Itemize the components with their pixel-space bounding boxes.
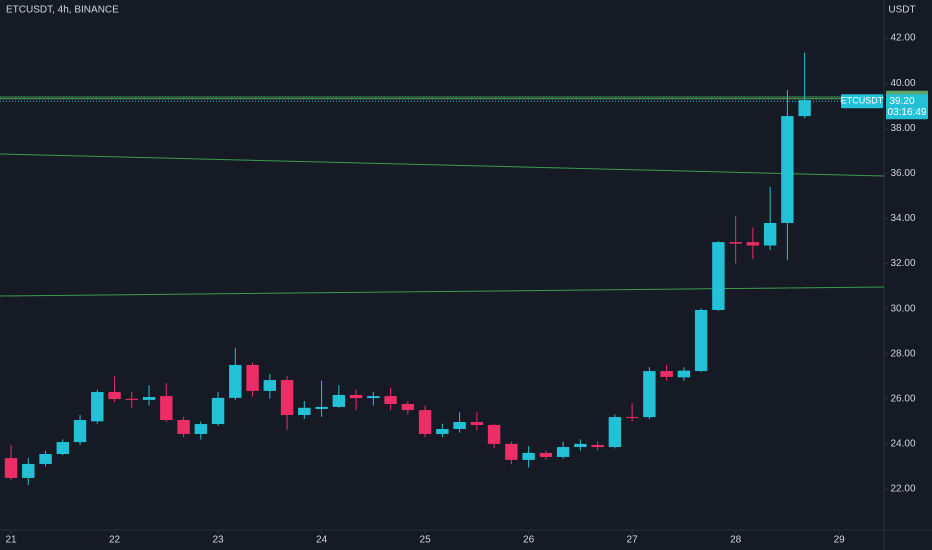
candle-body: [401, 403, 415, 411]
x-tick-label: 23: [213, 535, 225, 546]
candle-body: [470, 422, 484, 425]
candle-body: [280, 380, 294, 416]
y-tick-label: 28.00: [890, 348, 915, 359]
candle-body: [763, 222, 777, 246]
candle-body: [643, 371, 656, 418]
x-tick-label: 22: [109, 535, 121, 546]
candle-body: [4, 458, 18, 478]
candle-body: [263, 380, 277, 391]
candle-body: [246, 364, 259, 391]
y-tick-label: 24.00: [890, 439, 915, 450]
x-tick-label: 21: [5, 535, 17, 546]
candle-body: [487, 424, 501, 444]
candle-body: [436, 429, 449, 434]
symbol-tag: ETCUSDT: [841, 96, 884, 106]
trend-line: [0, 153, 885, 177]
last-price-label: 39.20: [889, 96, 914, 107]
x-tick-label: 28: [730, 535, 742, 546]
x-tick-label: 26: [523, 535, 535, 546]
candle-body: [384, 396, 397, 404]
candle-body: [746, 242, 760, 246]
currency-label: USDT: [888, 5, 915, 16]
candle-body: [73, 419, 87, 443]
y-tick-label: 26.00: [890, 393, 915, 404]
candle-body: [453, 422, 466, 430]
candle-body: [798, 100, 811, 117]
y-tick-label: 32.00: [890, 258, 915, 269]
x-tick-label: 25: [420, 535, 432, 546]
candle-body: [712, 242, 725, 310]
y-tick-label: 42.00: [890, 33, 915, 44]
y-tick-label: 40.00: [890, 78, 915, 89]
y-tick-label: 30.00: [890, 303, 915, 314]
candle-body: [108, 392, 121, 400]
chart-title: ETCUSDT, 4h, BINANCE: [6, 5, 119, 16]
candle-body: [315, 406, 328, 409]
candle-body: [367, 396, 380, 399]
countdown-label: 03:16:49: [888, 107, 927, 118]
candle-body: [194, 424, 208, 434]
candle-body: [56, 442, 70, 455]
candle-body: [591, 445, 604, 448]
y-tick-label: 36.00: [890, 168, 915, 179]
candle-body: [91, 392, 104, 422]
candle-body: [211, 397, 225, 425]
y-tick-label: 38.00: [890, 123, 915, 134]
y-tick-label: 22.00: [890, 484, 915, 495]
candle-body: [574, 443, 587, 448]
candle-body: [781, 116, 794, 223]
candle-body: [694, 309, 708, 372]
candle-body: [125, 398, 139, 400]
last-price-box: [886, 94, 928, 120]
candle-body: [22, 463, 35, 478]
candle-body: [625, 417, 639, 419]
symbol-tag-box: [841, 94, 883, 109]
candle-body: [177, 419, 190, 434]
candle-body: [677, 370, 691, 378]
candle-body: [349, 394, 363, 399]
candle-body: [229, 364, 242, 398]
x-tick-label: 24: [316, 535, 328, 546]
candle-body: [522, 452, 535, 460]
candle-body: [298, 407, 311, 416]
candle-body: [539, 452, 553, 457]
trend-line: [0, 286, 885, 297]
candle-body: [556, 447, 570, 457]
x-tick-label: 29: [834, 535, 846, 546]
candle-body: [418, 410, 432, 434]
candle-body: [142, 396, 156, 400]
candle-body: [160, 396, 173, 420]
y-tick-label: 34.00: [890, 213, 915, 224]
candle-body: [39, 454, 52, 464]
candle-body: [729, 242, 742, 244]
candle-body: [660, 371, 673, 377]
candle-body: [332, 394, 346, 407]
candle-body: [608, 417, 622, 448]
x-tick-label: 27: [627, 535, 639, 546]
candle-body: [505, 443, 518, 460]
